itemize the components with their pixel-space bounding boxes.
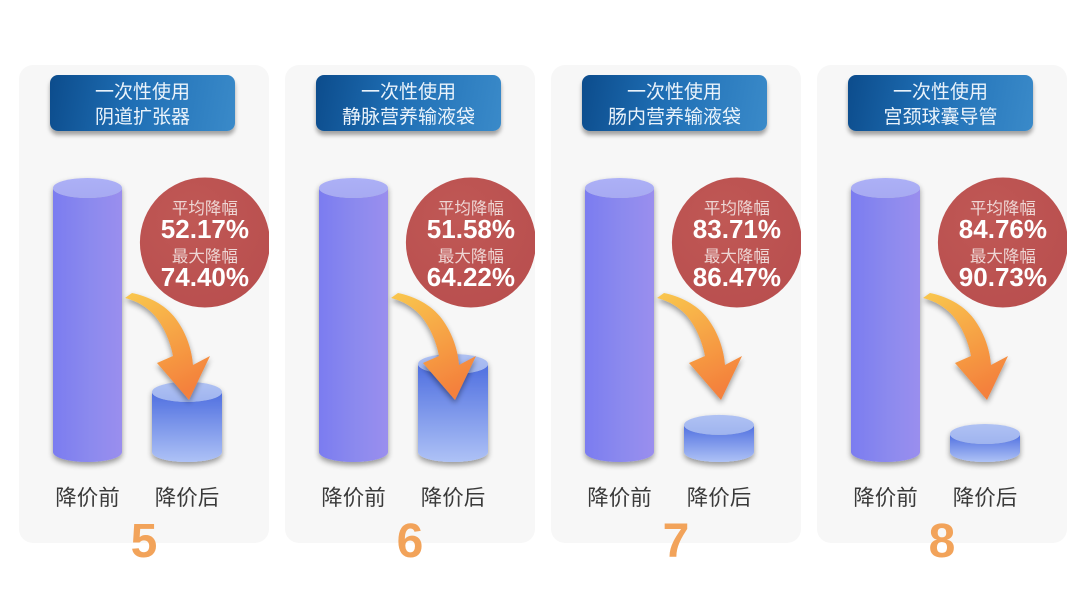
svg-text:降价前: 降价前 xyxy=(853,486,918,510)
svg-text:降价后: 降价后 xyxy=(687,486,752,510)
svg-text:降价后: 降价后 xyxy=(953,486,1018,510)
svg-text:降价后: 降价后 xyxy=(421,486,486,510)
svg-text:83.71%: 83.71% xyxy=(693,214,781,244)
svg-text:降价后: 降价后 xyxy=(155,486,220,510)
svg-text:51.58%: 51.58% xyxy=(427,214,515,244)
svg-text:84.76%: 84.76% xyxy=(959,214,1047,244)
svg-text:74.40%: 74.40% xyxy=(161,262,249,292)
svg-text:降价前: 降价前 xyxy=(587,486,652,510)
svg-text:降价前: 降价前 xyxy=(55,486,120,510)
svg-text:86.47%: 86.47% xyxy=(693,262,781,292)
svg-text:降价前: 降价前 xyxy=(321,486,386,510)
svg-text:64.22%: 64.22% xyxy=(427,262,515,292)
svg-text:90.73%: 90.73% xyxy=(959,262,1047,292)
svg-text:52.17%: 52.17% xyxy=(161,214,249,244)
